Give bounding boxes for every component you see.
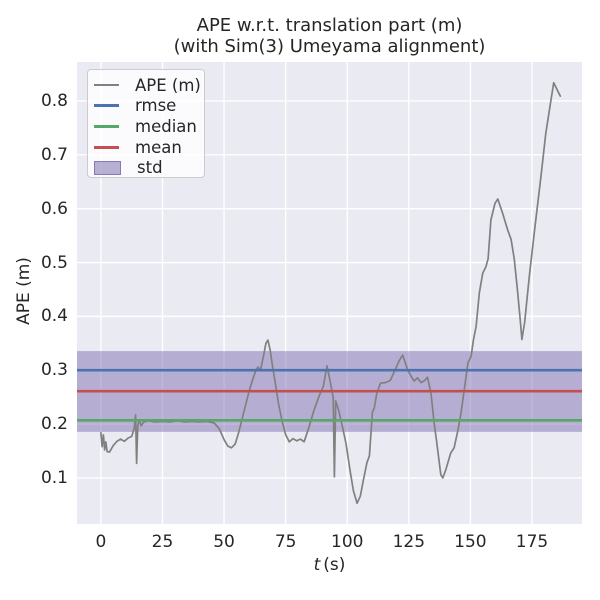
legend-item-median: median [88, 116, 204, 137]
x-axis-label-var: t [313, 555, 321, 575]
x-tick-label: 0 [95, 532, 107, 552]
y-tick-label: 0.4 [40, 306, 68, 327]
chart-title-line2: (with Sim(3) Umeyama alignment) [173, 36, 486, 57]
x-tick-label: 75 [274, 532, 297, 552]
legend-patch-swatch [94, 160, 121, 175]
x-tick-label: 150 [454, 532, 487, 552]
x-tick-label: 125 [392, 532, 426, 552]
legend-line-swatch [94, 84, 119, 87]
y-tick-label: 0.5 [40, 252, 68, 273]
x-axis-label: t (s) [77, 555, 582, 575]
y-tick-label: 0.6 [40, 198, 68, 219]
legend-item-label: APE (m) [135, 75, 201, 95]
plot-area: APE (m) rmse median mean std [77, 62, 582, 524]
legend-item-rmse: rmse [88, 96, 204, 117]
plot-canvas [77, 62, 582, 524]
chart-title-line1: APE w.r.t. translation part (m) [196, 15, 463, 36]
x-axis-label-unit: (s) [323, 555, 346, 575]
x-tick-label: 175 [515, 532, 549, 552]
y-tick-label: 0.8 [40, 90, 68, 111]
y-tick-label: 0.3 [40, 360, 68, 381]
legend-item-label: mean [135, 137, 182, 157]
x-tick-label: 50 [213, 532, 235, 552]
legend-item-mean: mean [88, 137, 204, 158]
x-tick-label: 100 [331, 532, 364, 552]
legend-line-swatch [94, 104, 119, 108]
legend-item-label: median [135, 116, 197, 136]
chart-title: APE w.r.t. translation part (m) (with Si… [77, 15, 582, 57]
legend-line-swatch [94, 145, 119, 149]
legend: APE (m) rmse median mean std [87, 69, 205, 178]
legend-item-label: std [137, 158, 163, 178]
x-tick-label: 25 [151, 532, 174, 552]
legend-item-std: std [88, 157, 204, 178]
y-tick-label: 0.2 [40, 414, 68, 435]
y-tick-label: 0.1 [40, 467, 68, 488]
legend-item-label: rmse [135, 96, 177, 116]
legend-line-swatch [94, 124, 119, 128]
legend-item-ape-m: APE (m) [88, 75, 204, 96]
ape-line [100, 81, 562, 505]
y-tick-label: 0.7 [40, 144, 68, 165]
